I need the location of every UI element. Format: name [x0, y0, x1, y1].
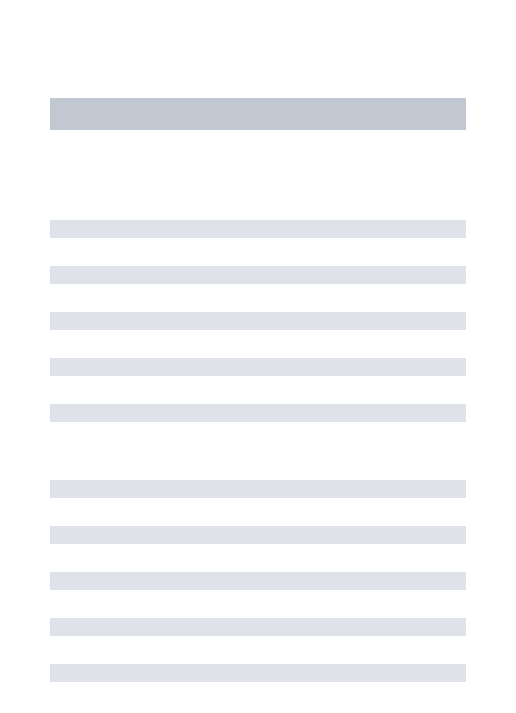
paragraph-block-1 — [50, 220, 466, 422]
paragraph-block-2 — [50, 480, 466, 682]
text-line-placeholder — [50, 358, 466, 376]
text-line-placeholder — [50, 312, 466, 330]
text-line-placeholder — [50, 572, 466, 590]
text-line-placeholder — [50, 664, 466, 682]
text-line-placeholder — [50, 404, 466, 422]
text-line-placeholder — [50, 526, 466, 544]
title-placeholder — [50, 98, 466, 130]
text-line-placeholder — [50, 266, 466, 284]
text-line-placeholder — [50, 220, 466, 238]
section-gap — [50, 450, 466, 480]
text-line-placeholder — [50, 480, 466, 498]
text-line-placeholder — [50, 618, 466, 636]
